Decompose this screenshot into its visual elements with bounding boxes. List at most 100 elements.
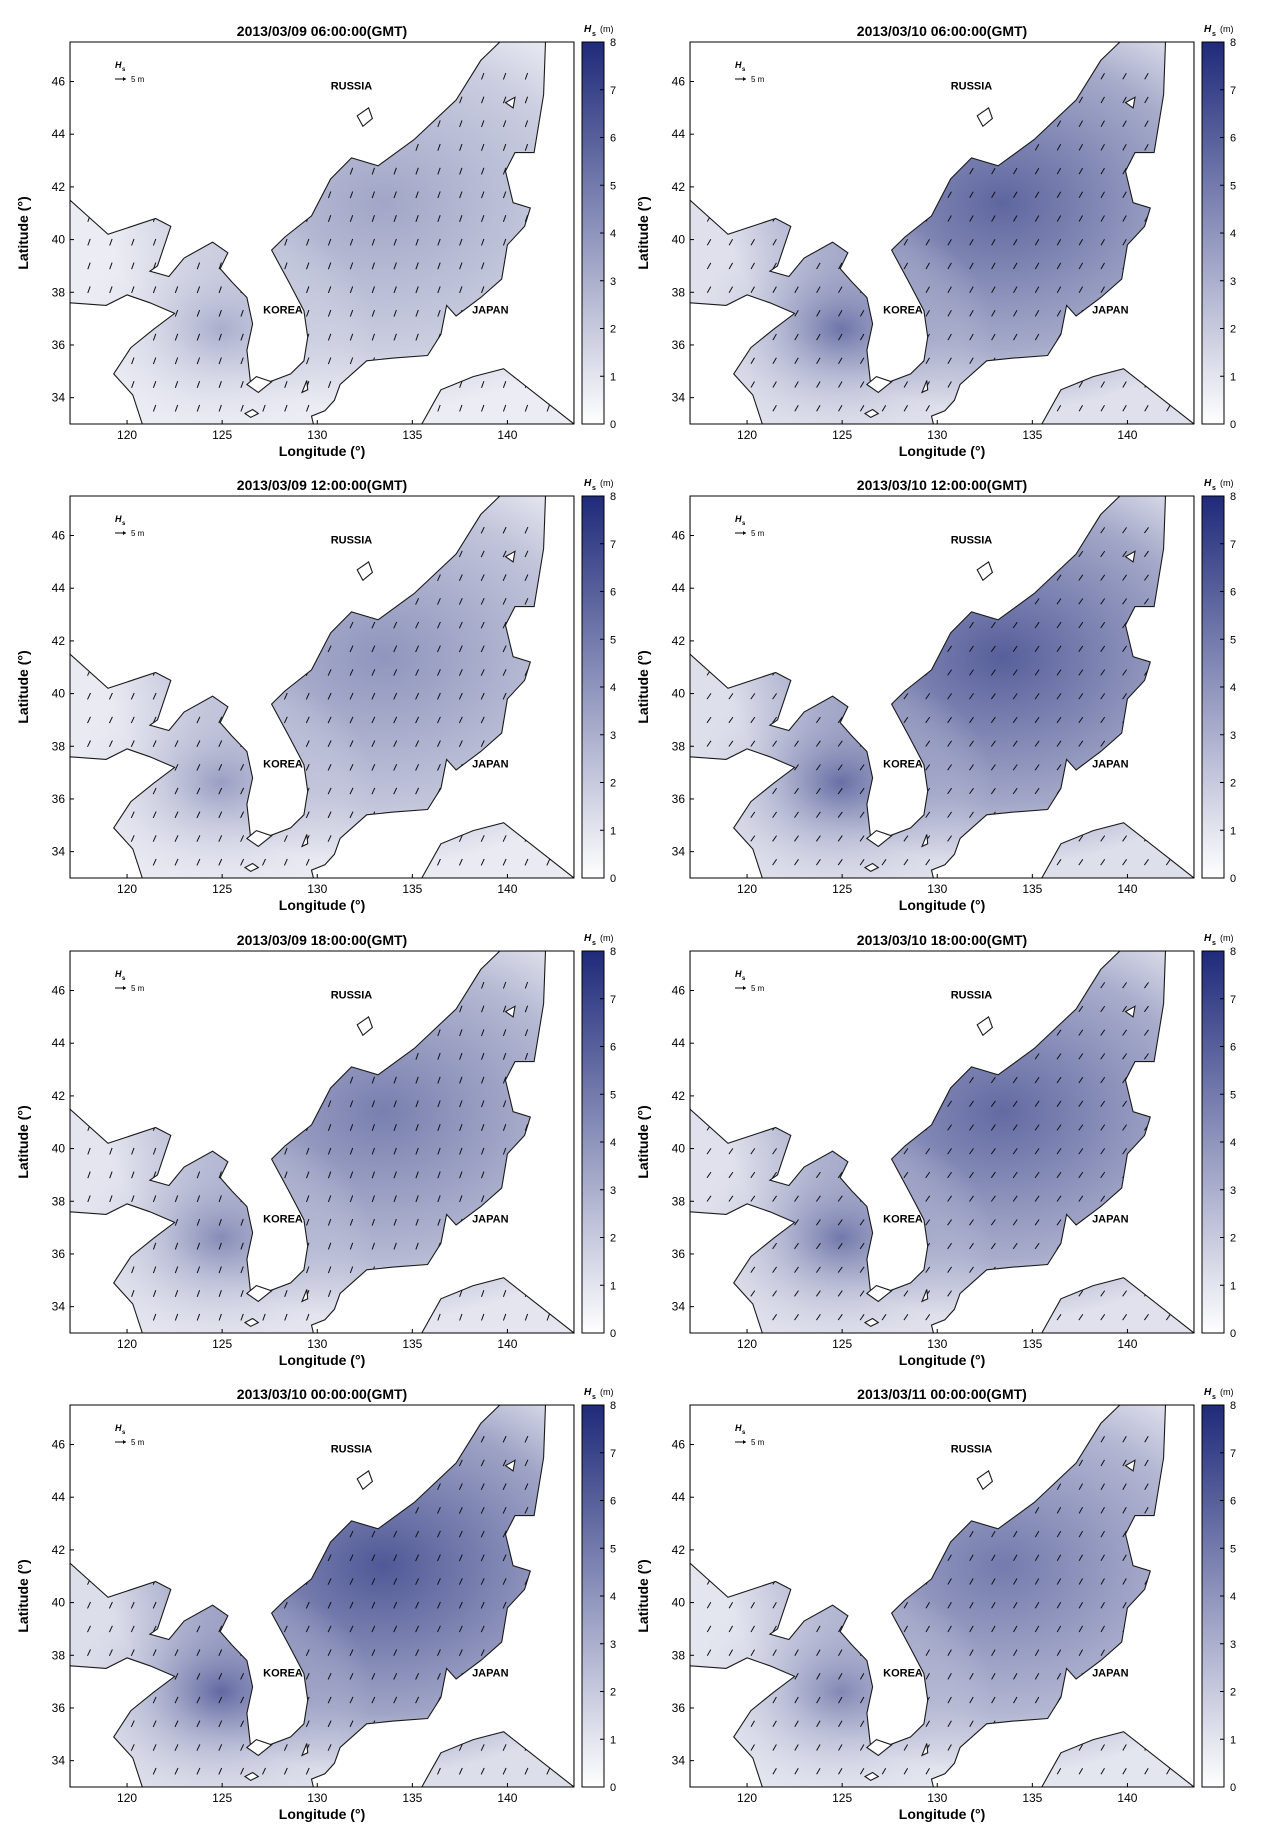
panel-title: 2013/03/10 18:00:00(GMT) (857, 932, 1027, 948)
wave-arrow (816, 1696, 821, 1704)
wave-arrow (1012, 787, 1018, 795)
y-tick-label: 44 (52, 581, 66, 595)
wave-arrow (349, 1625, 354, 1633)
wave-arrow (794, 764, 799, 771)
wave-arrow (1100, 1554, 1105, 1562)
wave-arrow (947, 1578, 952, 1585)
wave-arrow (196, 1649, 201, 1657)
wave-arrow (947, 1601, 952, 1609)
wave-arrow (925, 1171, 931, 1179)
wave-arrow (1100, 1507, 1105, 1514)
wave-arrow (772, 1290, 778, 1297)
wave-arrow (131, 1266, 135, 1274)
wave-arrow (480, 1554, 485, 1562)
wave-arrow (174, 858, 179, 866)
wave-arrow (1034, 1195, 1040, 1202)
wave-arrow (415, 238, 419, 246)
wave-arrow (240, 1242, 244, 1250)
wave-arrow (772, 1314, 778, 1321)
wave-arrow (772, 1767, 777, 1775)
wave-arrow (481, 238, 485, 246)
wave-arrow (706, 1148, 712, 1155)
wave-arrow (1034, 167, 1040, 175)
wave-arrow (990, 1124, 996, 1131)
wave-arrow (87, 1195, 91, 1203)
wave-arrow (174, 811, 179, 819)
wave-arrow (1034, 1578, 1040, 1585)
wave-arrow (815, 1219, 821, 1226)
wave-arrow (240, 835, 245, 842)
wave-arrow (174, 1672, 179, 1680)
colorbar-tick-label: 1 (610, 825, 616, 837)
wave-arrow (481, 96, 485, 104)
wave-arrow (306, 238, 310, 246)
y-tick-label: 46 (672, 984, 686, 998)
lake-khanka (976, 561, 994, 582)
wave-arrow (218, 286, 222, 294)
wave-arrow (306, 1147, 310, 1155)
wave-arrow (502, 1100, 507, 1108)
wave-arrow (459, 1195, 463, 1203)
wave-arrow (969, 1625, 974, 1633)
wave-arrow (240, 333, 244, 341)
land-shandong (70, 1203, 176, 1333)
scale-arrow-value: 5 m (131, 1438, 145, 1447)
wave-arrow (1078, 598, 1084, 605)
wave-arrow (415, 1506, 420, 1514)
wave-arrow (1100, 669, 1106, 676)
wave-arrow (240, 381, 244, 388)
wave-arrow (459, 1313, 463, 1321)
wave-arrow (196, 1672, 201, 1680)
wave-arrow (1078, 645, 1084, 652)
wave-arrow (1056, 1029, 1062, 1036)
land-shandong (690, 294, 796, 424)
wave-arrow (1144, 1435, 1149, 1443)
wave-arrow (706, 262, 712, 270)
wave-arrow (371, 1672, 376, 1680)
wave-arrow (108, 716, 113, 724)
wave-arrow (458, 1506, 463, 1514)
wave-arrow (437, 1052, 441, 1060)
wave-arrow (947, 310, 952, 317)
x-tick-label: 120 (737, 882, 757, 896)
wave-arrow (327, 1649, 332, 1657)
wave-arrow (1034, 144, 1040, 151)
wave-arrow (815, 859, 821, 866)
wave-arrow (815, 1242, 821, 1250)
label-japan: JAPAN (472, 304, 509, 316)
wave-arrow (327, 835, 332, 842)
wave-arrow (196, 787, 201, 795)
wave-arrow (1100, 1195, 1106, 1202)
wave-arrow (393, 262, 397, 270)
wave-arrow (152, 381, 157, 388)
wave-arrow (838, 1649, 843, 1656)
wave-arrow (371, 333, 375, 341)
wave-arrow (1078, 1483, 1084, 1490)
wave-arrow (815, 764, 821, 771)
wave-arrow (1078, 1076, 1084, 1084)
wave-arrow (1122, 1459, 1127, 1467)
map-area (690, 951, 1194, 1333)
map-area (70, 1405, 574, 1787)
wave-arrow (152, 787, 157, 795)
wave-arrow (1034, 693, 1040, 700)
wave-arrow (706, 238, 712, 246)
wave-arrow (1056, 1483, 1062, 1490)
wave-arrow (174, 1720, 179, 1728)
wave-arrow (1013, 1530, 1018, 1538)
wave-arrow (480, 1744, 485, 1751)
wave-arrow (371, 621, 376, 629)
wave-arrow (502, 1483, 507, 1491)
wave-arrow (502, 550, 507, 558)
scale-arrow-value: 5 m (751, 1438, 765, 1447)
wave-arrow (1100, 574, 1106, 581)
wave-arrow (706, 740, 712, 747)
x-tick-label: 125 (832, 882, 852, 896)
wave-arrow (283, 1601, 288, 1609)
wave-arrow (1100, 550, 1106, 558)
wave-arrow (349, 692, 354, 700)
wave-arrow (1122, 527, 1128, 534)
wave-arrow (837, 787, 843, 795)
